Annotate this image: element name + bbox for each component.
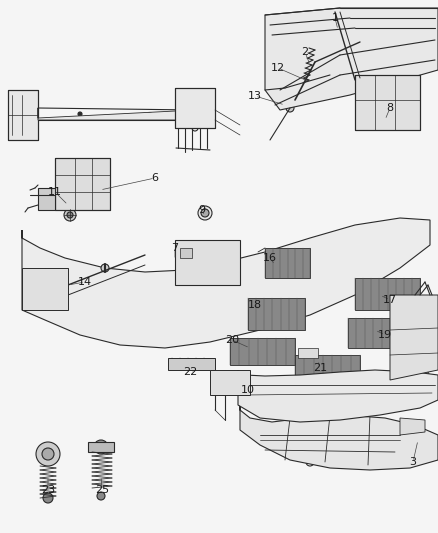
Polygon shape <box>348 318 415 348</box>
Polygon shape <box>265 248 310 278</box>
Circle shape <box>262 377 268 383</box>
Circle shape <box>52 292 64 304</box>
Circle shape <box>305 87 315 97</box>
Polygon shape <box>295 355 360 382</box>
Text: 9: 9 <box>198 205 205 215</box>
Circle shape <box>42 448 54 460</box>
Polygon shape <box>8 90 38 140</box>
Polygon shape <box>355 278 420 310</box>
Circle shape <box>27 292 39 304</box>
Circle shape <box>67 212 73 218</box>
Polygon shape <box>175 240 240 285</box>
Text: 10: 10 <box>241 385 255 395</box>
Polygon shape <box>230 338 295 365</box>
Circle shape <box>219 372 231 384</box>
Text: 6: 6 <box>152 173 159 183</box>
Text: 11: 11 <box>48 187 62 197</box>
Polygon shape <box>22 218 430 348</box>
Polygon shape <box>240 405 438 470</box>
Polygon shape <box>22 268 68 310</box>
Circle shape <box>27 272 39 284</box>
Circle shape <box>94 440 108 454</box>
Text: 16: 16 <box>263 253 277 263</box>
Text: 21: 21 <box>313 363 327 373</box>
Circle shape <box>220 268 230 278</box>
Text: 8: 8 <box>386 103 394 113</box>
Polygon shape <box>248 298 305 330</box>
Text: 13: 13 <box>248 91 262 101</box>
Polygon shape <box>38 188 55 210</box>
Circle shape <box>52 272 64 284</box>
Circle shape <box>421 371 429 379</box>
Text: 7: 7 <box>171 243 179 253</box>
Text: 14: 14 <box>78 277 92 287</box>
Polygon shape <box>298 348 318 358</box>
Polygon shape <box>238 370 438 422</box>
Circle shape <box>43 493 53 503</box>
Circle shape <box>101 264 109 272</box>
Circle shape <box>198 206 212 220</box>
Polygon shape <box>38 108 195 120</box>
Text: 12: 12 <box>271 63 285 73</box>
Circle shape <box>422 392 428 398</box>
Polygon shape <box>400 418 425 435</box>
Circle shape <box>14 104 26 116</box>
Polygon shape <box>168 358 215 370</box>
Circle shape <box>371 458 379 466</box>
Polygon shape <box>265 8 438 110</box>
Circle shape <box>36 442 60 466</box>
Text: 19: 19 <box>378 330 392 340</box>
Text: 22: 22 <box>183 367 197 377</box>
Text: 17: 17 <box>383 295 397 305</box>
Polygon shape <box>355 75 420 130</box>
Text: 20: 20 <box>225 335 239 345</box>
Text: 18: 18 <box>248 300 262 310</box>
Text: 1: 1 <box>332 13 339 23</box>
Circle shape <box>234 384 242 392</box>
Text: 3: 3 <box>410 457 417 467</box>
Circle shape <box>182 242 202 262</box>
Polygon shape <box>265 15 438 22</box>
Text: 2: 2 <box>301 47 308 57</box>
Circle shape <box>286 104 294 112</box>
Text: 23: 23 <box>41 485 55 495</box>
Polygon shape <box>390 295 438 380</box>
Circle shape <box>217 244 233 260</box>
Circle shape <box>64 209 76 221</box>
Polygon shape <box>55 158 110 210</box>
Polygon shape <box>180 248 192 258</box>
Circle shape <box>415 443 425 453</box>
Circle shape <box>306 458 314 466</box>
Circle shape <box>97 492 105 500</box>
Polygon shape <box>210 370 250 395</box>
Polygon shape <box>175 88 215 128</box>
Circle shape <box>201 209 209 217</box>
Circle shape <box>251 428 259 436</box>
Text: 25: 25 <box>95 485 109 495</box>
Polygon shape <box>88 442 114 452</box>
Circle shape <box>347 369 353 375</box>
Circle shape <box>78 112 82 116</box>
Circle shape <box>187 268 197 278</box>
